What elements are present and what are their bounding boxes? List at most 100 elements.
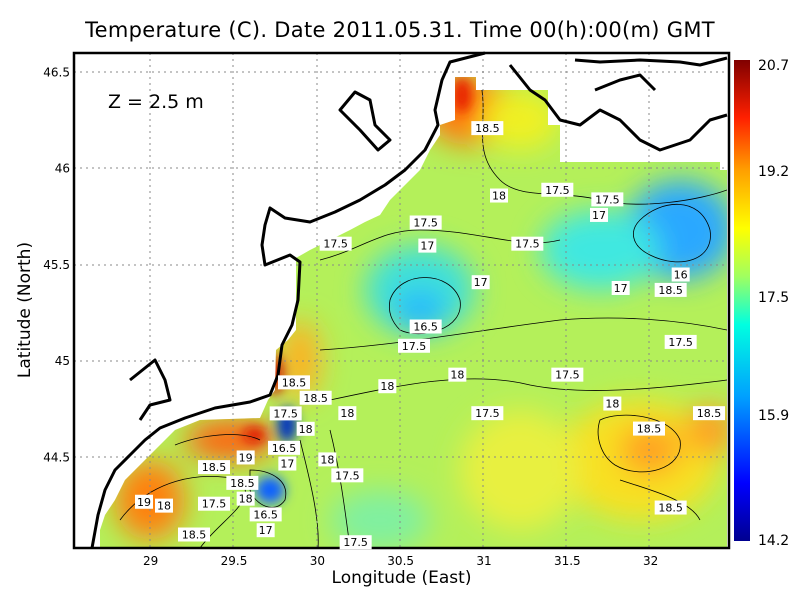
colorbar-tick-label: 19.2 [758, 164, 789, 180]
grid-lines [74, 53, 729, 548]
contour-label: 17.5 [664, 334, 697, 349]
contour-label: 18.5 [693, 406, 725, 421]
svg-text:17.5: 17.5 [475, 407, 500, 420]
contour-label: 18 [338, 406, 357, 421]
svg-text:17: 17 [280, 458, 294, 471]
svg-text:18: 18 [239, 493, 253, 506]
svg-text:17.5: 17.5 [595, 193, 620, 206]
colorbar-tick-label: 15.9 [758, 408, 789, 424]
svg-text:18: 18 [299, 423, 313, 436]
x-tick-label: 29.5 [221, 554, 248, 568]
svg-text:18: 18 [320, 453, 334, 466]
contour-label: 18.5 [633, 421, 665, 436]
svg-text:18: 18 [157, 500, 171, 513]
svg-text:18: 18 [450, 369, 464, 382]
svg-text:19: 19 [239, 451, 253, 464]
colorbar-tick-label: 14.2 [758, 533, 789, 549]
plot-frame [72, 51, 731, 550]
chart-title: Temperature (C). Date 2011.05.31. Time 0… [85, 18, 715, 42]
svg-text:17.5: 17.5 [515, 238, 540, 251]
y-tick-label: 46 [55, 162, 70, 176]
svg-text:18.5: 18.5 [637, 423, 662, 436]
contour-label: 19 [135, 494, 153, 509]
colorbar-tick-labels: 20.7 19.2 17.5 15.9 14.2 [758, 58, 789, 549]
svg-text:18.5: 18.5 [282, 376, 307, 389]
contour-label: 17.5 [339, 535, 372, 550]
svg-text:17: 17 [614, 282, 628, 295]
svg-text:18.5: 18.5 [475, 122, 500, 135]
contour-label: 17 [418, 238, 437, 253]
contour-label: 18.5 [654, 500, 687, 515]
contour-label: 17.5 [511, 236, 544, 251]
colorbar-tick-label: 20.7 [758, 58, 789, 74]
svg-text:17.5: 17.5 [202, 498, 227, 511]
contour-label: 18 [378, 379, 397, 394]
coastline [90, 51, 728, 549]
contour-label: 17.5 [551, 367, 584, 382]
x-tick-label: 32 [643, 554, 658, 568]
colorbar [734, 60, 750, 541]
x-tick-label: 30 [310, 554, 325, 568]
contour-label: 16 [671, 267, 690, 282]
svg-text:17.5: 17.5 [668, 336, 693, 349]
svg-text:17.5: 17.5 [545, 184, 570, 197]
svg-text:17.5: 17.5 [343, 536, 368, 549]
svg-text:17.5: 17.5 [323, 238, 348, 251]
svg-text:17.5: 17.5 [413, 216, 438, 229]
svg-text:17: 17 [592, 209, 606, 222]
x-axis-label: Longitude (East) [331, 568, 472, 588]
svg-text:17.5: 17.5 [273, 407, 298, 420]
contour-label: 17.5 [331, 468, 364, 483]
svg-text:18: 18 [340, 407, 354, 420]
svg-text:18: 18 [492, 190, 506, 203]
contour-label: 16.5 [409, 319, 442, 334]
x-tick-labels: 29 29.5 30 30.5 31 31.5 32 [143, 554, 658, 568]
svg-text:18: 18 [380, 380, 394, 393]
svg-text:18.5: 18.5 [202, 461, 227, 474]
svg-text:18.5: 18.5 [182, 529, 207, 542]
y-tick-labels: 44.5 45 45.5 46 46.5 [43, 65, 70, 464]
contour-label: 18.5 [178, 527, 210, 542]
contour-label: 17 [611, 280, 630, 295]
contour-label: 18 [296, 421, 315, 436]
contour-label: 17.5 [398, 338, 430, 353]
contour-label: 17 [256, 523, 275, 538]
svg-text:16.5: 16.5 [413, 321, 438, 334]
y-tick-label: 45.5 [43, 258, 70, 272]
contour-label: 16.5 [268, 440, 300, 455]
svg-text:17: 17 [420, 240, 434, 253]
y-tick-label: 46.5 [43, 65, 70, 79]
contour-label: 17.5 [269, 406, 302, 421]
svg-text:18.5: 18.5 [303, 392, 328, 405]
svg-text:18.5: 18.5 [697, 407, 722, 420]
x-tick-label: 31 [476, 554, 491, 568]
contour-label: 19 [236, 450, 255, 465]
contour-label: 17 [278, 456, 297, 471]
contour-label: 18 [603, 396, 622, 411]
contour-label: 17.5 [198, 496, 230, 511]
colorbar-tick-label: 17.5 [758, 290, 789, 306]
contour-label: 18.5 [299, 390, 332, 405]
contour-label: 18 [490, 188, 508, 203]
contour-label: 18.5 [278, 375, 310, 390]
svg-text:18.5: 18.5 [658, 502, 683, 515]
y-tick-label: 45 [55, 354, 70, 368]
svg-text:16.5: 16.5 [253, 508, 278, 521]
contour-label: 18 [155, 498, 173, 513]
x-tick-label: 29 [143, 554, 158, 568]
contour-label: 16.5 [249, 507, 282, 522]
contour-label: 17 [471, 275, 490, 290]
svg-text:18.5: 18.5 [658, 284, 683, 297]
depth-label: Z = 2.5 m [108, 91, 204, 113]
svg-text:17.5: 17.5 [335, 469, 360, 482]
y-tick-label: 44.5 [43, 450, 70, 464]
contour-label: 18 [448, 367, 467, 382]
contour-label: 17 [590, 207, 608, 222]
svg-text:16.5: 16.5 [272, 442, 297, 455]
svg-text:17: 17 [474, 276, 488, 289]
contour-label: 17.5 [471, 406, 504, 421]
contour-label: 18.5 [226, 475, 259, 490]
contour-label: 18 [318, 452, 337, 467]
contour-label: 17.5 [319, 236, 352, 251]
